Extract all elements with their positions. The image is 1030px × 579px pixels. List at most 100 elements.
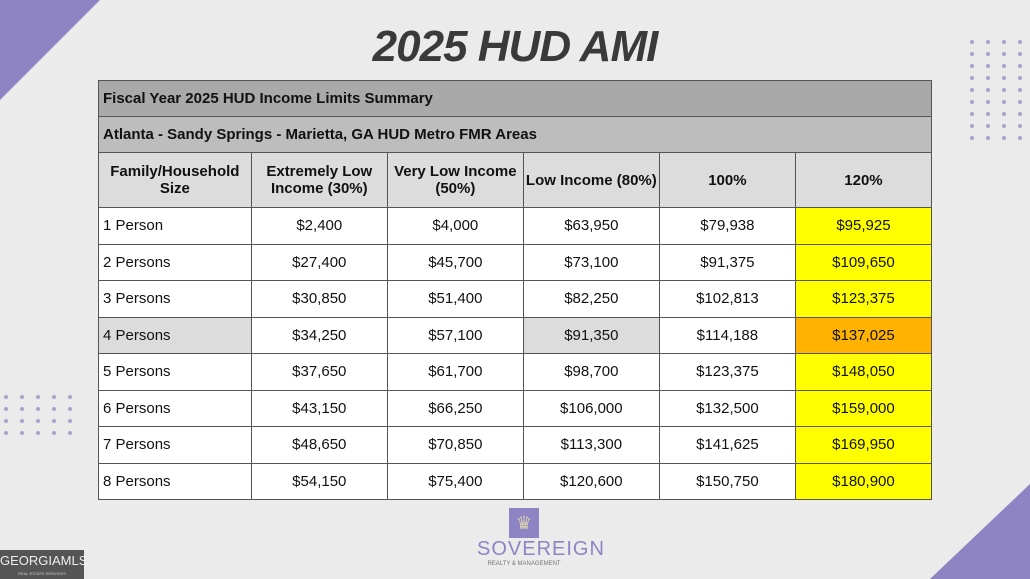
table-row: 5 Persons $37,650 $61,700 $98,700 $123,375 $1… — [98, 353, 933, 391]
dot — [986, 88, 990, 92]
dot — [68, 407, 72, 411]
dot — [970, 88, 974, 92]
dot — [1018, 88, 1022, 92]
dot — [20, 419, 24, 423]
mls-wordmark: GEORGIAMLS — [0, 553, 88, 568]
dot — [52, 419, 56, 423]
dot — [970, 112, 974, 116]
income-cell: $30,850 — [250, 280, 388, 318]
income-cell: $4,000 — [386, 207, 524, 245]
georgia-mls-logo: GEORGIAMLS REAL ESTATE SERVICES — [0, 550, 88, 579]
income-cell: $159,000 — [794, 389, 933, 427]
household-size-cell: 6 Persons — [98, 389, 252, 427]
dot — [970, 136, 974, 140]
income-cell: $73,100 — [522, 243, 660, 281]
income-cell: $27,400 — [250, 243, 388, 281]
income-cell: $37,650 — [250, 353, 388, 391]
income-cell: $57,100 — [386, 316, 524, 354]
dot — [1002, 40, 1006, 44]
dot — [1002, 88, 1006, 92]
income-cell: $113,300 — [522, 426, 660, 464]
dot — [52, 395, 56, 399]
income-cell: $137,025 — [794, 316, 933, 354]
income-cell: $45,700 — [386, 243, 524, 281]
dot — [1018, 124, 1022, 128]
income-cell: $180,900 — [794, 462, 933, 500]
dot — [36, 407, 40, 411]
dot — [4, 395, 8, 399]
dot — [1002, 100, 1006, 104]
household-size-cell: 4 Persons — [98, 316, 252, 354]
dot — [1018, 136, 1022, 140]
income-cell: $132,500 — [658, 389, 796, 427]
income-cell: $34,250 — [250, 316, 388, 354]
income-cell: $63,950 — [522, 207, 660, 245]
income-cell: $75,400 — [386, 462, 524, 500]
table-row: 7 Persons $48,650 $70,850 $113,300 $141,625 $… — [98, 426, 933, 464]
dot — [52, 407, 56, 411]
income-cell: $51,400 — [386, 280, 524, 318]
dot — [1018, 100, 1022, 104]
dot — [4, 419, 8, 423]
dot — [4, 407, 8, 411]
income-cell: $98,700 — [522, 353, 660, 391]
dot — [970, 100, 974, 104]
household-size-cell: 3 Persons — [98, 280, 252, 318]
income-cell: $141,625 — [658, 426, 796, 464]
table-row: 6 Persons $43,150 $66,250 $106,000 $132,500 $… — [98, 389, 933, 427]
header-cell: Very Low Income (50%) — [386, 152, 524, 208]
dot — [986, 100, 990, 104]
household-size-cell: 8 Persons — [98, 462, 252, 500]
income-cell: $120,600 — [522, 462, 660, 500]
income-cell: $70,850 — [386, 426, 524, 464]
header-cell: 120% — [794, 152, 933, 208]
dot — [4, 431, 8, 435]
dot — [36, 395, 40, 399]
header-cell: Family/Household Size — [98, 152, 252, 208]
dot — [36, 431, 40, 435]
table-title: Fiscal Year 2025 HUD Income Limits Summa… — [98, 80, 932, 117]
dot — [986, 76, 990, 80]
dot — [1002, 76, 1006, 80]
dot — [1018, 40, 1022, 44]
dot — [1002, 52, 1006, 56]
dot — [986, 52, 990, 56]
corner-decoration-bottom-right — [930, 484, 1030, 579]
income-cell: $43,150 — [250, 389, 388, 427]
sovereign-wordmark: SOVEREIGN — [477, 538, 605, 560]
dot — [1002, 64, 1006, 68]
header-row: Family/Household Size Extremely Low Inco… — [98, 152, 933, 208]
dot — [1018, 64, 1022, 68]
table-row: 2 Persons $27,400 $45,700 $73,100 $91,375 $10… — [98, 243, 933, 281]
income-cell: $123,375 — [658, 353, 796, 391]
table-row: 8 Persons $54,150 $75,400 $120,600 $150,750 $… — [98, 462, 933, 500]
sovereign-tagline: REALTY & MANAGEMENT — [487, 561, 561, 567]
household-size-cell: 1 Person — [98, 207, 252, 245]
dot — [970, 40, 974, 44]
dot — [68, 419, 72, 423]
dot — [986, 40, 990, 44]
income-cell: $91,375 — [658, 243, 796, 281]
income-cell: $66,250 — [386, 389, 524, 427]
income-cell: $114,188 — [658, 316, 796, 354]
dot — [1018, 112, 1022, 116]
sovereign-logo: ♛ SOVEREIGN REALTY & MANAGEMENT — [477, 508, 605, 567]
income-cell: $82,250 — [522, 280, 660, 318]
table-row: 4 Persons $34,250 $57,100 $91,350 $114,188 $1… — [98, 316, 933, 354]
dot — [1018, 76, 1022, 80]
income-limits-table: Fiscal Year 2025 HUD Income Limits Summa… — [98, 80, 933, 500]
dot — [1002, 136, 1006, 140]
dot — [970, 76, 974, 80]
household-size-cell: 5 Persons — [98, 353, 252, 391]
crown-icon: ♛ — [509, 508, 539, 538]
dot — [986, 112, 990, 116]
dot — [970, 64, 974, 68]
dot — [68, 395, 72, 399]
dot — [986, 136, 990, 140]
dot — [1018, 52, 1022, 56]
dot — [1002, 112, 1006, 116]
dot — [970, 124, 974, 128]
table-row: 3 Persons $30,850 $51,400 $82,250 $102,813 $1… — [98, 280, 933, 318]
income-cell: $150,750 — [658, 462, 796, 500]
header-cell: Low Income (80%) — [522, 152, 660, 208]
